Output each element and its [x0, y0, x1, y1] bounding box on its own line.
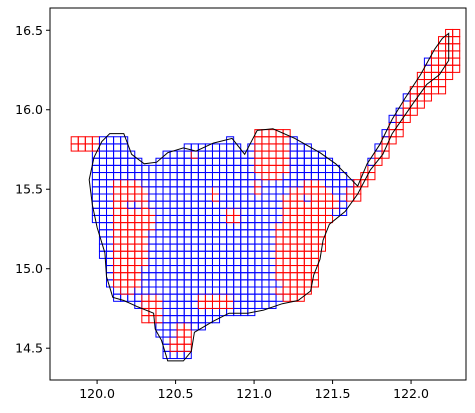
blue-grid-cell-697 — [289, 136, 298, 145]
blue-grid-cell-122 — [127, 150, 136, 159]
y-tick-label-0: 14.5 — [15, 341, 43, 356]
blue-grid-cell-789 — [332, 164, 341, 174]
y-tick-label-4: 16.5 — [15, 23, 43, 38]
y-tick-label-2: 15.5 — [15, 182, 43, 197]
blue-grid-cell-773 — [317, 150, 327, 159]
x-tick-label-4: 122.0 — [393, 386, 429, 401]
plot-frame — [49, 7, 467, 381]
y-axis: 14.5 15.0 15.5 16.0 16.5 — [15, 23, 50, 356]
blue-grid-cell-101 — [120, 136, 129, 145]
x-tick-label-1: 120.5 — [158, 386, 194, 401]
blue-grid-cell-795 — [339, 172, 348, 181]
x-tick-label-3: 121.5 — [315, 386, 351, 401]
blue-grid-cell-504 — [233, 143, 242, 152]
y-tick-label-1: 15.0 — [15, 261, 43, 276]
region-outline — [88, 32, 450, 362]
x-tick-label-2: 121.0 — [236, 386, 272, 401]
red-grid-cell-867 — [452, 28, 461, 38]
x-tick-label-0: 120.0 — [79, 386, 115, 401]
x-axis: 120.0 120.5 121.0 121.5 122.0 — [79, 380, 429, 401]
grid-cells — [70, 28, 461, 360]
y-tick-label-3: 16.0 — [15, 102, 43, 117]
